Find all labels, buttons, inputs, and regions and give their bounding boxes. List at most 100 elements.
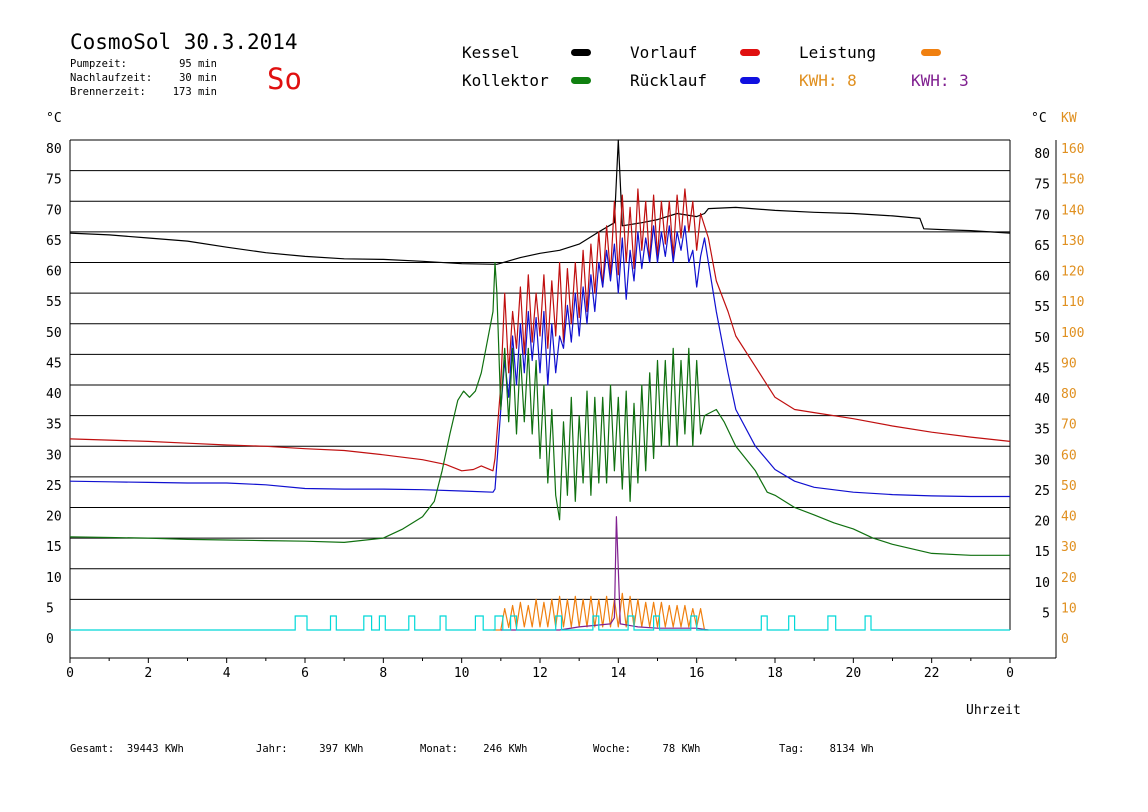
- y-tick-label-left: 60: [46, 265, 62, 280]
- y-tick-label-right-kw: 80: [1061, 387, 1077, 402]
- y-tick-label-left: 30: [46, 448, 62, 463]
- x-tick-label: 0: [1006, 666, 1014, 681]
- stat-label: Gesamt:: [70, 743, 115, 755]
- y-tick-label-left: 45: [46, 356, 62, 371]
- x-tick-label: 2: [144, 666, 152, 681]
- legend-swatch-kessel: [571, 49, 591, 56]
- legend-label-kollektor: Kollektor: [462, 71, 549, 90]
- meta-label: Brennerzeit:: [70, 86, 146, 98]
- y-tick-label-right-c: 20: [1034, 515, 1050, 530]
- y-tick-label-left: 70: [46, 203, 62, 218]
- y-tick-label-right-kw: 30: [1061, 540, 1077, 555]
- meta-brennerzeit: Brennerzeit: 173 min: [70, 86, 217, 98]
- stat-woche: Woche: 78 KWh: [593, 743, 700, 755]
- page-title: CosmoSol 30.3.2014: [70, 30, 298, 54]
- series-vorlauf: [69, 188, 1011, 472]
- weekday-label: So: [267, 62, 302, 96]
- y-unit-left: °C: [46, 111, 62, 126]
- y-tick-label-right-kw: 0: [1061, 632, 1069, 647]
- series-rcklauf: [69, 225, 1010, 498]
- y-tick-label-right-kw: 150: [1061, 173, 1084, 188]
- legend-label-leistung: Leistung: [799, 43, 877, 62]
- meta-label: Pumpzeit:: [70, 58, 127, 70]
- stat-gesamt: Gesamt: 39443 KWh: [70, 743, 184, 755]
- y-tick-label-right-c: 55: [1034, 300, 1050, 315]
- x-tick-label: 0: [66, 666, 74, 681]
- stat-value: 246 KWh: [483, 743, 528, 755]
- x-tick-label: 10: [454, 666, 470, 681]
- x-tick-label: 8: [379, 666, 387, 681]
- y-tick-label-left: 55: [46, 295, 62, 310]
- y-tick-label-left: 35: [46, 418, 62, 433]
- meta-value: 30 min: [179, 72, 217, 84]
- y-tick-label-right-c: 15: [1034, 545, 1050, 560]
- meta-value: 95 min: [179, 58, 217, 70]
- y-tick-label-right-kw: 10: [1061, 601, 1077, 616]
- chart-grid: [70, 139, 1010, 600]
- stat-value: 397 KWh: [319, 743, 364, 755]
- y-tick-label-right-kw: 40: [1061, 510, 1077, 525]
- y-tick-label-left: 15: [46, 540, 62, 555]
- y-tick-label-right-c: 75: [1034, 178, 1050, 193]
- x-tick-label: 16: [689, 666, 705, 681]
- y-tick-label-right-kw: 160: [1061, 142, 1084, 157]
- x-tick-label: 14: [611, 666, 627, 681]
- stat-jahr: Jahr: 397 KWh: [256, 743, 363, 755]
- y-tick-label-right-kw: 90: [1061, 356, 1077, 371]
- legend-label-ruecklauf: Rücklauf: [630, 71, 708, 90]
- stat-value: 39443 KWh: [126, 743, 184, 755]
- y-unit-right-kw: KW: [1061, 111, 1077, 126]
- stat-value: 8134 Wh: [829, 743, 874, 755]
- series-kessel: [69, 139, 1011, 265]
- y-tick-label-right-c: 60: [1034, 270, 1050, 285]
- y-tick-label-right-c: 45: [1034, 361, 1050, 376]
- y-tick-label-left: 65: [46, 234, 62, 249]
- y-tick-label-right-c: 50: [1034, 331, 1050, 346]
- chart-frame: [69, 140, 1057, 663]
- kwh-brenner: KWH: 3: [911, 71, 969, 90]
- y-tick-label-left: 0: [46, 632, 54, 647]
- y-tick-label-left: 75: [46, 173, 62, 188]
- y-tick-label-left: 40: [46, 387, 62, 402]
- x-tick-label: 20: [846, 666, 862, 681]
- stat-monat: Monat: 246 KWh: [420, 743, 528, 755]
- series-pumpe: [70, 615, 1010, 631]
- y-tick-label-left: 10: [46, 571, 62, 586]
- meta-pumpzeit: Pumpzeit: 95 min: [70, 58, 217, 70]
- meta-value: 173 min: [172, 86, 217, 98]
- y-tick-label-left: 25: [46, 479, 62, 494]
- y-tick-label-right-c: 40: [1034, 392, 1050, 407]
- legend-label-vorlauf: Vorlauf: [630, 43, 698, 62]
- y-tick-label-right-c: 80: [1034, 147, 1050, 162]
- y-tick-label-right-kw: 20: [1061, 571, 1077, 586]
- stat-label: Woche:: [593, 743, 631, 755]
- legend-swatch-ruecklauf: [740, 77, 760, 84]
- y-tick-label-left: 50: [46, 326, 62, 341]
- series-kollektor: [69, 261, 1010, 556]
- y-tick-label-right-kw: 50: [1061, 479, 1077, 494]
- series-leistung: [493, 592, 709, 631]
- meta-nachlaufzeit: Nachlaufzeit: 30 min: [70, 72, 217, 84]
- y-tick-label-right-kw: 60: [1061, 448, 1077, 463]
- y-tick-label-right-c: 30: [1034, 453, 1050, 468]
- y-tick-label-right-kw: 120: [1061, 265, 1084, 280]
- x-tick-label: 4: [223, 666, 231, 681]
- y-tick-label-right-kw: 130: [1061, 234, 1084, 249]
- chart-series: [69, 139, 1011, 631]
- chart-labels: 0 2 4 6 8 10 12 14 16 18 20 22 005101520253035404550…: [46, 111, 1084, 718]
- meta-label: Nachlaufzeit:: [70, 72, 153, 84]
- y-tick-label-right-kw: 110: [1061, 295, 1084, 310]
- legend-label-kessel: Kessel: [462, 43, 520, 62]
- y-tick-label-right-c: 35: [1034, 423, 1050, 438]
- y-tick-label-right-c: 70: [1034, 208, 1050, 223]
- y-tick-label-right-kw: 70: [1061, 418, 1077, 433]
- y-tick-label-left: 5: [46, 601, 54, 616]
- stat-label: Jahr:: [256, 743, 288, 755]
- legend-swatch-kollektor: [571, 77, 591, 84]
- series-brenner: [500, 516, 709, 631]
- legend-swatch-leistung: [921, 49, 941, 56]
- stat-value: 78 KWh: [662, 743, 701, 755]
- kwh-solar: KWH: 8: [799, 71, 857, 90]
- legend-swatch-vorlauf: [740, 49, 760, 56]
